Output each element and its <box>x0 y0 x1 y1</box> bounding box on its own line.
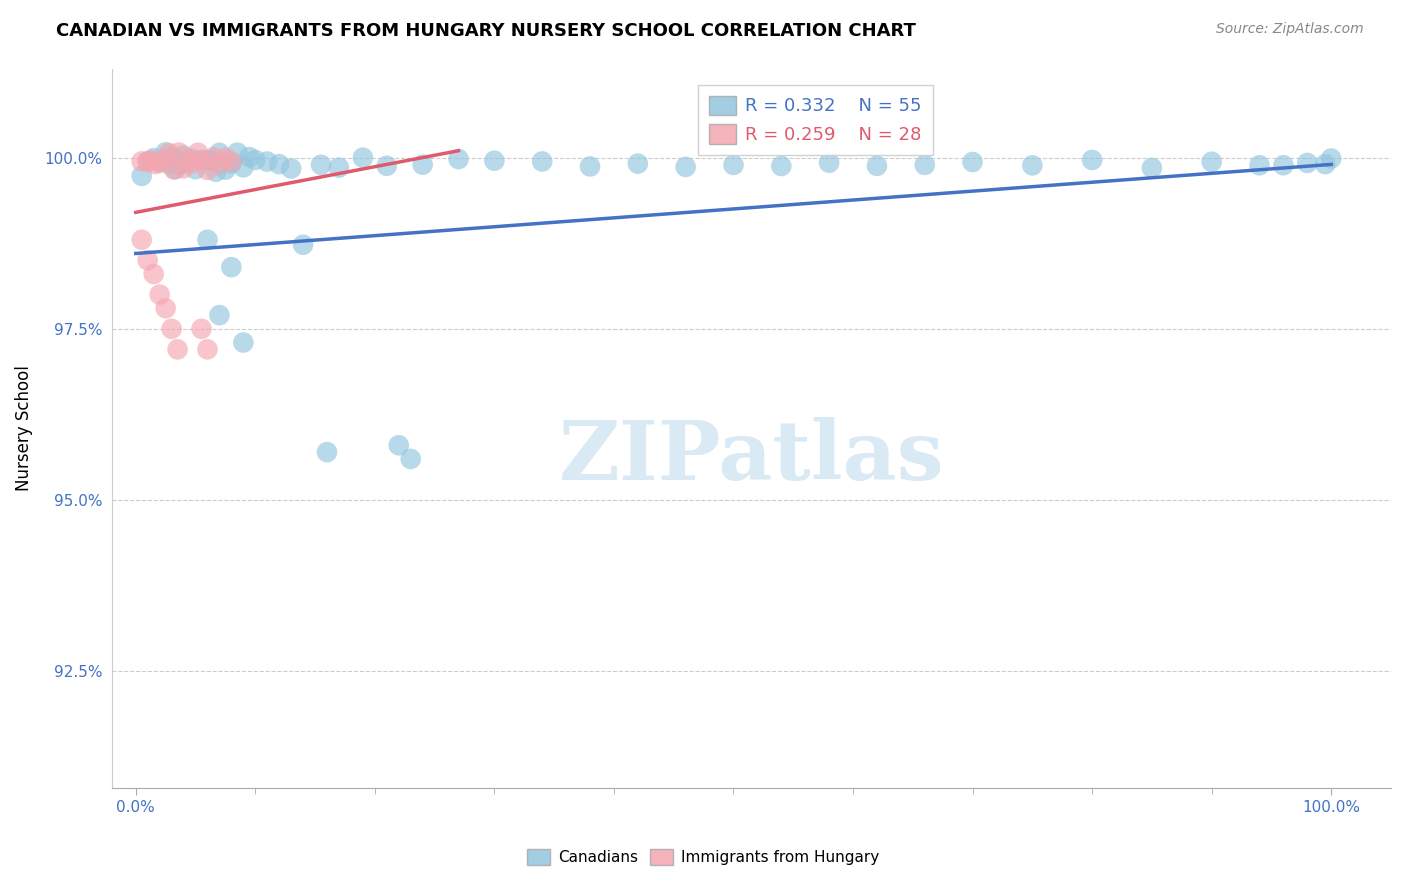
Point <box>962 155 984 169</box>
Point <box>170 157 193 171</box>
Point <box>399 452 422 467</box>
Point <box>155 145 177 160</box>
Point <box>202 150 225 164</box>
Point <box>197 343 219 357</box>
Point <box>627 156 650 170</box>
Point <box>136 154 159 169</box>
Point <box>157 146 180 161</box>
Point <box>157 157 180 171</box>
Point <box>214 162 236 177</box>
Point <box>184 162 207 177</box>
Point <box>292 237 315 252</box>
Point <box>173 161 195 176</box>
Point <box>232 335 254 350</box>
Legend: Canadians, Immigrants from Hungary: Canadians, Immigrants from Hungary <box>522 843 884 871</box>
Point <box>197 162 219 177</box>
Y-axis label: Nursery School: Nursery School <box>15 365 32 491</box>
Legend: R = 0.332    N = 55, R = 0.259    N = 28: R = 0.332 N = 55, R = 0.259 N = 28 <box>699 85 932 155</box>
Point <box>269 157 291 171</box>
Point <box>163 162 186 177</box>
Point <box>181 156 204 170</box>
Point <box>197 233 219 247</box>
Point <box>176 154 198 169</box>
Point <box>131 154 153 169</box>
Point <box>136 253 159 268</box>
Point <box>1315 157 1337 171</box>
Point <box>153 153 176 167</box>
Point <box>1140 161 1163 175</box>
Point <box>352 151 374 165</box>
Point <box>1081 153 1104 167</box>
Point <box>167 145 190 160</box>
Point <box>375 159 398 173</box>
Point <box>190 322 212 336</box>
Text: Source: ZipAtlas.com: Source: ZipAtlas.com <box>1216 22 1364 37</box>
Point <box>208 145 231 160</box>
Point <box>388 438 411 452</box>
Point <box>412 158 434 172</box>
Point <box>141 153 163 168</box>
Point <box>221 260 243 275</box>
Point <box>328 161 350 175</box>
Point <box>221 154 243 169</box>
Point <box>723 158 745 172</box>
Point <box>165 162 187 177</box>
Point <box>447 152 470 166</box>
Point <box>181 152 204 166</box>
Point <box>1272 158 1295 172</box>
Point <box>238 150 260 164</box>
Point <box>280 161 302 176</box>
Point <box>131 169 153 183</box>
Point <box>245 153 267 167</box>
Point <box>770 159 793 173</box>
Point <box>256 154 278 169</box>
Point <box>136 154 159 169</box>
Point <box>200 153 222 168</box>
Point <box>166 343 188 357</box>
Point <box>818 155 841 169</box>
Point <box>316 445 339 459</box>
Text: ZIPatlas: ZIPatlas <box>558 417 945 497</box>
Point <box>208 308 231 322</box>
Point <box>1296 156 1319 170</box>
Point <box>142 151 165 165</box>
Point <box>191 153 214 168</box>
Point <box>221 156 243 170</box>
Point <box>232 161 254 175</box>
Point <box>142 267 165 281</box>
Point <box>149 156 172 170</box>
Point <box>208 157 231 171</box>
Point <box>149 155 172 169</box>
Point <box>1249 158 1271 172</box>
Point <box>866 159 889 173</box>
Point <box>214 151 236 165</box>
Point <box>1320 152 1343 166</box>
Point <box>1201 154 1223 169</box>
Point <box>579 160 602 174</box>
Point <box>531 154 554 169</box>
Point <box>160 151 183 165</box>
Point <box>143 157 166 171</box>
Point <box>1021 158 1043 172</box>
Point <box>187 145 209 160</box>
Point <box>484 153 506 168</box>
Point <box>160 322 183 336</box>
Point <box>177 153 200 167</box>
Point <box>149 287 172 301</box>
Point <box>131 233 153 247</box>
Point <box>309 158 332 172</box>
Point <box>914 158 936 172</box>
Point <box>166 153 188 167</box>
Point <box>173 148 195 162</box>
Point <box>197 153 219 167</box>
Point <box>226 145 249 160</box>
Text: CANADIAN VS IMMIGRANTS FROM HUNGARY NURSERY SCHOOL CORRELATION CHART: CANADIAN VS IMMIGRANTS FROM HUNGARY NURS… <box>56 22 917 40</box>
Point <box>190 153 212 167</box>
Point <box>205 165 228 179</box>
Point <box>675 160 697 174</box>
Point <box>155 301 177 316</box>
